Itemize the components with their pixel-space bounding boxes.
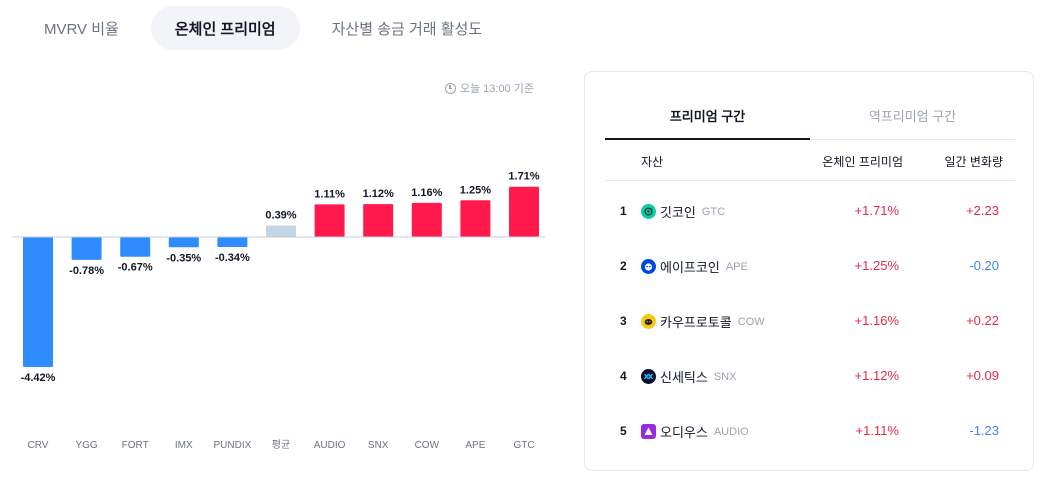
bar-crv[interactable] <box>23 237 53 367</box>
category-label: AUDIO <box>314 440 346 451</box>
data-label: 1.11% <box>314 188 345 200</box>
daily-change-value: +0.09 <box>966 368 999 383</box>
header-premium[interactable]: 온체인 프리미엄 <box>822 155 903 169</box>
timestamp-text: 오늘 13:00 기준 <box>459 83 534 95</box>
category-label: FORT <box>122 440 149 451</box>
bar-pundix[interactable] <box>217 237 248 247</box>
coin-name: 에이프코인 <box>660 260 720 275</box>
synthetix-icon <box>641 369 656 384</box>
bar-audio[interactable] <box>314 204 345 237</box>
table-row[interactable]: 4 신세틱스 SNX +1.12% +0.09 <box>605 347 1015 402</box>
coin-symbol: AUDIO <box>713 425 749 438</box>
coin-symbol: APE <box>725 260 748 273</box>
category-label: IMX <box>175 440 193 451</box>
category-label: GTC <box>513 440 534 451</box>
coin-symbol: COW <box>737 315 765 328</box>
table-header: 자산 온체인 프리미엄 일간 변화량 <box>605 140 1015 181</box>
table-row[interactable]: 1 깃코인 GTC +1.71% +2.23 <box>605 182 1015 237</box>
tab-premium-zone[interactable]: 프리미엄 구간 <box>605 92 810 140</box>
category-label: SNX <box>368 440 389 451</box>
premium-chart: 오늘 13:00 기준 -4.42% CRV -0.78% YGG -0.67% FORT… <box>0 70 560 470</box>
header-asset: 자산 <box>641 155 664 169</box>
tab-onchain-premium[interactable]: 온체인 프리미엄 <box>150 6 300 50</box>
premium-value: +1.16% <box>854 313 899 328</box>
gitcoin-icon <box>641 204 656 219</box>
data-label: 1.25% <box>460 184 491 196</box>
category-label: CRV <box>28 440 49 451</box>
premium-value: +1.25% <box>854 258 899 273</box>
ranking-rows: 1 깃코인 GTC +1.71% +2.23 2 에이프코인 APE +1.25… <box>605 182 1015 457</box>
coin-symbol: SNX <box>713 370 737 383</box>
rank-number: 4 <box>620 369 627 383</box>
premium-value: +1.12% <box>854 368 899 383</box>
header-daily-change[interactable]: 일간 변화량 <box>944 155 1003 169</box>
table-row[interactable]: 2 에이프코인 APE +1.25% -0.20 <box>605 237 1015 292</box>
bar-imx[interactable] <box>168 237 199 248</box>
rank-number: 5 <box>620 424 627 438</box>
data-label: -0.67% <box>118 262 153 274</box>
coin-cell: 깃코인 GTC <box>641 202 725 221</box>
metric-tabs: MVRV 비율 온체인 프리미엄 자산별 송금 거래 활성도 <box>20 6 506 50</box>
data-label: 1.16% <box>411 187 442 199</box>
data-label: -0.34% <box>215 252 250 264</box>
rank-number: 3 <box>620 314 627 328</box>
category-label: COW <box>415 440 440 451</box>
apecoin-icon <box>641 259 656 274</box>
data-label: 0.39% <box>265 210 296 222</box>
bar-cow[interactable] <box>411 202 442 237</box>
coin-name: 신세틱스 <box>660 370 708 385</box>
coin-name: 깃코인 <box>660 205 696 220</box>
ranking-tabs: 프리미엄 구간 역프리미엄 구간 <box>605 92 1015 140</box>
category-label: PUNDIX <box>214 440 252 451</box>
bar-ygg[interactable] <box>71 237 102 260</box>
data-label: 1.12% <box>363 188 394 200</box>
coin-cell: 신세틱스 SNX <box>641 367 736 386</box>
cow-protocol-icon <box>641 314 656 329</box>
category-label: 평균 <box>272 439 290 451</box>
tab-reverse-premium-zone[interactable]: 역프리미엄 구간 <box>868 109 957 124</box>
bar-gtc[interactable] <box>509 186 539 237</box>
tab-mvrv[interactable]: MVRV 비율 <box>44 20 119 38</box>
data-label: -4.42% <box>21 372 56 384</box>
daily-change-value: -0.20 <box>969 258 999 273</box>
timestamp: 오늘 13:00 기준 <box>444 80 534 96</box>
premium-ranking-panel: 프리미엄 구간 역프리미엄 구간 자산 온체인 프리미엄 일간 변화량 1 깃코… <box>584 71 1034 471</box>
daily-change-value: +0.22 <box>966 313 999 328</box>
daily-change-value: +2.23 <box>966 203 999 218</box>
coin-cell: 에이프코인 APE <box>641 257 748 276</box>
table-row[interactable]: 5 오디우스 AUDIO +1.11% -1.23 <box>605 402 1015 457</box>
category-label: APE <box>465 440 485 451</box>
data-label: -0.35% <box>166 252 201 264</box>
category-label: YGG <box>75 440 97 451</box>
bar-fort[interactable] <box>120 237 151 257</box>
bar-chart-svg: -4.42% CRV -0.78% YGG -0.67% FORT -0.35% IMX -0.… <box>12 171 545 451</box>
bar-snx[interactable] <box>363 204 394 237</box>
data-label: -0.78% <box>69 265 104 277</box>
coin-name: 카우프로토콜 <box>660 315 732 330</box>
coin-cell: 카우프로토콜 COW <box>641 312 765 331</box>
premium-value: +1.11% <box>855 423 900 438</box>
coin-symbol: GTC <box>701 205 726 218</box>
coin-cell: 오디우스 AUDIO <box>641 422 749 441</box>
rank-number: 2 <box>620 259 627 273</box>
clock-icon <box>444 82 456 94</box>
table-row[interactable]: 3 카우프로토콜 COW +1.16% +0.22 <box>605 292 1015 347</box>
premium-value: +1.71% <box>854 203 899 218</box>
data-label: 1.71% <box>508 171 539 183</box>
rank-number: 1 <box>620 204 627 218</box>
tab-transfer-activity[interactable]: 자산별 송금 거래 활성도 <box>331 20 483 38</box>
bar-ape[interactable] <box>460 200 491 237</box>
coin-name: 오디우스 <box>660 425 708 440</box>
daily-change-value: -1.23 <box>969 423 999 438</box>
bar-평균[interactable] <box>266 225 296 237</box>
audius-icon <box>641 424 656 439</box>
